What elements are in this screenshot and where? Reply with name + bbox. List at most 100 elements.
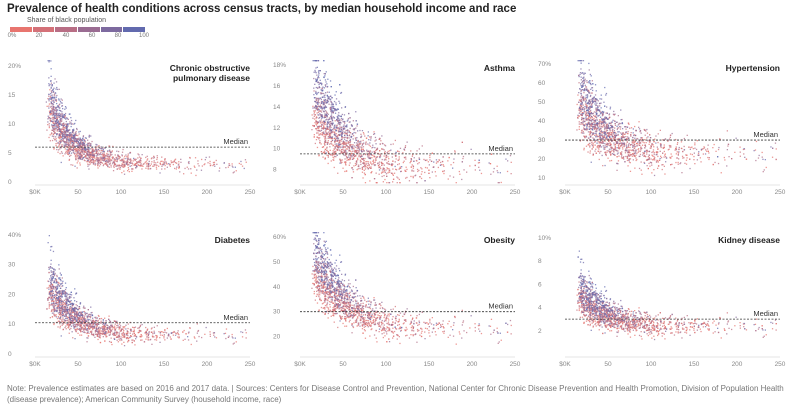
legend-ticks: 0% 20 40 60 80 100 <box>7 33 150 42</box>
legend-label: Share of black population <box>27 17 106 24</box>
x-tick-label: 50 <box>339 189 347 196</box>
scatter-plot: 0 5 10 15 20% $0K 50 100 150 200 250 Median <box>8 60 256 196</box>
y-tick-label: 40 <box>538 118 546 125</box>
y-tick-label: 8 <box>273 166 277 173</box>
x-tick-label: 150 <box>424 361 435 368</box>
scatter-points <box>311 60 512 184</box>
y-tick-label: 20% <box>8 63 21 70</box>
y-tick-label: 60 <box>538 80 546 87</box>
y-tick-label: 30 <box>273 309 281 316</box>
x-tick-label: 50 <box>604 189 612 196</box>
scatter-points <box>576 250 777 341</box>
scatter-plot: 2 4 6 8 10% $0K 50 100 150 200 250 Median <box>538 235 786 368</box>
chart-diabetes: 0 10 20 30 40% $0K 50 100 150 200 250 Median Diabete… <box>0 222 265 372</box>
y-tick-label: 15 <box>8 92 16 99</box>
y-tick-label: 40 <box>273 284 281 291</box>
y-tick-label: 4 <box>538 305 542 312</box>
y-tick-label: 50 <box>273 259 281 266</box>
panel-title: Chronic obstructive pulmonary disease <box>169 63 250 83</box>
y-tick-label: 0 <box>8 179 12 186</box>
x-tick-label: 250 <box>510 361 521 368</box>
legend-swatch <box>10 27 32 32</box>
x-tick-label: $0K <box>559 361 571 368</box>
legend-swatch <box>123 27 146 32</box>
x-tick-label: 250 <box>245 189 256 196</box>
x-tick-label: 200 <box>467 189 478 196</box>
x-tick-label: 100 <box>381 189 392 196</box>
y-tick-label: 0 <box>8 351 12 358</box>
y-tick-label: 12 <box>273 125 281 132</box>
legend: Share of black population 0% 20 40 60 80… <box>7 17 150 47</box>
chart-copd: 0 5 10 15 20% $0K 50 100 150 200 250 Median Chronic … <box>0 50 265 200</box>
y-tick-label: 20 <box>273 334 281 341</box>
median-label: Median <box>223 137 248 146</box>
y-tick-label: 10 <box>8 321 16 328</box>
y-tick-label: 2 <box>538 328 542 335</box>
chart-kidney-disease: 2 4 6 8 10% $0K 50 100 150 200 250 Median Kidney dis… <box>530 222 795 372</box>
x-tick-label: 250 <box>775 361 786 368</box>
median-label: Median <box>753 309 778 318</box>
source-note: Note: Prevalence estimates are based on … <box>7 384 784 404</box>
y-tick-label: 20 <box>538 156 546 163</box>
y-tick-label: 10 <box>8 121 16 128</box>
y-tick-label: 70% <box>538 61 551 68</box>
legend-swatch <box>100 27 123 32</box>
y-tick-label: 20 <box>8 291 16 298</box>
panel-title: Asthma <box>483 63 515 73</box>
scatter-plot: 10 20 30 40 50 60 70% $0K 50 100 150 200 250 Median <box>538 60 786 196</box>
y-tick-label: 16 <box>273 83 281 90</box>
scatter-points <box>46 235 247 347</box>
legend-tick: 40 <box>62 33 70 39</box>
x-tick-label: $0K <box>29 189 41 196</box>
x-tick-label: 250 <box>775 189 786 196</box>
legend-swatch <box>32 27 55 32</box>
y-tick-label: 30 <box>538 137 546 144</box>
y-tick-label: 30 <box>8 262 16 269</box>
x-tick-label: $0K <box>559 189 571 196</box>
scatter-plot: 8 10 12 14 16 18% $0K 50 100 150 200 250 Median <box>273 60 521 196</box>
panel-title: Diabetes <box>214 235 250 245</box>
median-label: Median <box>753 130 778 139</box>
chart-title: Prevalence of health conditions across c… <box>7 3 517 15</box>
legend-color-scale <box>10 27 146 32</box>
y-tick-label: 10% <box>538 235 551 242</box>
median-label: Median <box>223 313 248 322</box>
x-tick-label: 150 <box>689 189 700 196</box>
panel-title: Kidney disease <box>718 235 780 245</box>
chart-obesity: 20 30 40 50 60% $0K 50 100 150 200 250 Median Obesit… <box>265 222 530 372</box>
scatter-points <box>311 232 512 345</box>
x-tick-label: 50 <box>74 189 82 196</box>
legend-tick: 80 <box>114 33 122 39</box>
y-tick-label: 18% <box>273 62 286 69</box>
chart-asthma: 8 10 12 14 16 18% $0K 50 100 150 200 250 Median Asthm… <box>265 50 530 200</box>
scatter-points <box>576 60 777 177</box>
x-tick-label: 150 <box>159 189 170 196</box>
x-tick-label: 100 <box>381 361 392 368</box>
y-tick-label: 50 <box>538 99 546 106</box>
y-tick-label: 5 <box>8 150 12 157</box>
legend-tick: 0% <box>7 33 17 39</box>
median-label: Median <box>488 144 513 153</box>
legend-tick: 20 <box>35 33 43 39</box>
x-tick-label: 50 <box>604 361 612 368</box>
x-tick-label: 200 <box>732 189 743 196</box>
x-tick-label: 150 <box>424 189 435 196</box>
legend-swatch <box>78 27 100 32</box>
chart-hypertension: 10 20 30 40 50 60 70% $0K 50 100 150 200 250 Median Hy… <box>530 50 795 200</box>
x-tick-label: 50 <box>74 361 82 368</box>
y-tick-label: 10 <box>538 175 546 182</box>
x-tick-label: $0K <box>29 361 41 368</box>
x-tick-label: 250 <box>245 361 256 368</box>
median-label: Median <box>488 302 513 311</box>
legend-tick: 60 <box>88 33 96 39</box>
legend-tick: 100 <box>138 33 150 39</box>
y-tick-label: 8 <box>538 258 542 265</box>
x-tick-label: 100 <box>646 361 657 368</box>
x-tick-label: 50 <box>339 361 347 368</box>
scatter-points <box>45 60 247 177</box>
panel-title: Obesity <box>483 235 515 245</box>
x-tick-label: 200 <box>202 361 213 368</box>
x-tick-label: 150 <box>159 361 170 368</box>
x-tick-label: 200 <box>467 361 478 368</box>
x-tick-label: 200 <box>732 361 743 368</box>
